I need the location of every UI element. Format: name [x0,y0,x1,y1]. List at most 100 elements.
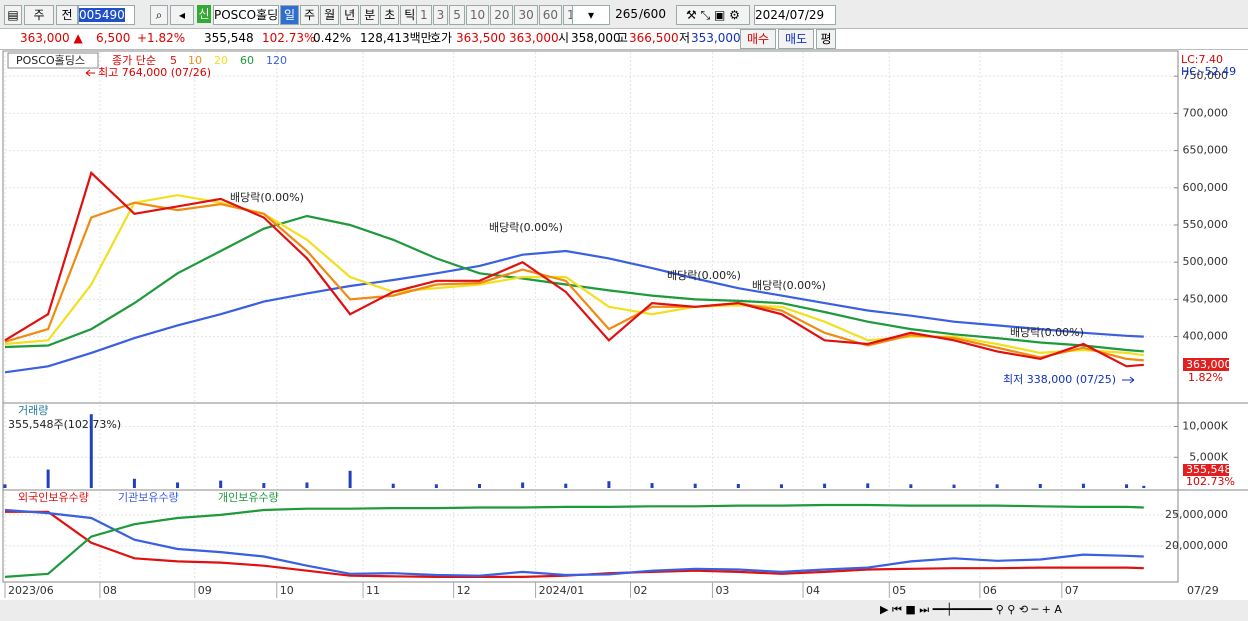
period-button[interactable]: 주 [300,5,320,25]
legend-entry: 5 [170,54,177,67]
sound-icon[interactable]: ◂ [170,5,194,25]
period-button[interactable]: 분 [360,5,380,25]
menu-icon[interactable]: ▤ [4,5,22,25]
last-volume: 355,548 [1186,463,1232,476]
volume-bar [46,469,50,488]
x-tick-label: 03 [715,584,729,597]
interval-button[interactable]: 3 [432,5,449,25]
y-tick-label: 550,000 [1183,218,1229,231]
scope-button[interactable]: 전 [56,5,78,25]
series-line [4,508,1144,577]
legend-entry: 60 [240,54,254,67]
legend-entry: 120 [266,54,287,67]
turnover: 0.42% [313,31,352,45]
legend-subtitle: 종가 단순 [112,54,156,67]
y-tick-label: 500,000 [1183,255,1229,268]
volume-bar [391,483,395,488]
date-input[interactable]: 2024/07/29 [754,5,836,25]
y-tick-label: 700,000 [1183,106,1229,119]
info-bar: 363,000 ▲ 6,500 +1.82% 355,548 102.73% 0… [0,28,1248,50]
interval-button[interactable]: 1 [416,5,432,25]
change: 6,500 [96,31,131,45]
annotation: 배당락(0.00%) [489,221,563,234]
arrow [1122,376,1135,384]
interval-group: 13510203060120 [416,5,595,25]
series-line [4,194,1144,357]
period-button[interactable]: 월 [320,5,340,25]
tool-icons[interactable]: ⚒ ⤡ ▣ ⚙ [676,5,750,25]
search-icon[interactable]: ⌕ [150,5,168,25]
volume-bar [219,480,223,488]
quote-label: 호가 [430,31,453,45]
bid: 363,000 [509,31,559,45]
x-tick-label: 10 [280,584,294,597]
avg-button[interactable]: 평 [816,29,836,49]
max-count: /600 [639,7,666,21]
volume-bar [305,482,309,488]
annotation: 배당락(0.00%) [752,279,826,292]
volume-bar [607,481,611,488]
period-button[interactable]: 년 [340,5,360,25]
arrow [85,69,95,77]
buy-button[interactable]: 매수 [740,29,776,49]
volume-bar [1081,483,1085,488]
interval-button[interactable]: 5 [449,5,465,25]
code-input[interactable]: 005490 [78,5,135,25]
volume-ratio: 102.73% [262,31,316,45]
y-tick-label: 10,000K [1182,420,1228,433]
series-line [4,503,1144,578]
annotation: 최저 338,000 (07/25) [1003,373,1116,386]
y-tick-label: 400,000 [1183,330,1229,343]
volume-bar [132,478,136,488]
x-tick-label: 08 [103,584,117,597]
interval-button[interactable]: 60 [538,5,563,25]
series-line [4,214,1144,353]
last-volume-ratio: 102.73% [1186,475,1235,488]
x-tick-label: 02 [633,584,647,597]
plot-frame [2,50,1179,583]
volume-bar [478,484,482,488]
volume-bar [779,484,783,488]
x-tick-label: 05 [892,584,906,597]
indicator: LC:7.40 [1181,53,1223,66]
volume-bar [1142,485,1146,488]
volume: 355,548 [204,31,254,45]
price: 363,000 ▲ [20,31,83,45]
x-tick-label: 07 [1065,584,1079,597]
count: 265 [615,7,638,21]
annotation: 배당락(0.00%) [1010,326,1084,339]
y-tick-label: 750,000 [1183,69,1229,82]
market-select[interactable]: 주 [24,5,54,25]
sell-button[interactable]: 매도 [778,29,814,49]
open-label: 시 [558,31,570,45]
change-pct: +1.82% [137,31,186,45]
period-button[interactable]: 초 [380,5,400,25]
high-label: 고 [617,31,629,45]
annotation: 배당락(0.00%) [667,269,741,282]
volume-bar [3,484,7,488]
volume-bar [176,482,180,488]
annotation: 배당락(0.00%) [230,191,304,204]
scroll-bar[interactable] [0,600,1248,621]
open: 358,000 [571,31,621,45]
dropdown[interactable]: ▾ [572,5,610,25]
period-button[interactable]: 일 [280,5,300,25]
legend-entry: 20 [214,54,228,67]
x-tick-label: 06 [983,584,997,597]
code-text: 005490 [79,8,125,22]
stock-name: POSCO홀딩스 [16,54,85,67]
low-label: 저 [679,31,691,45]
y-tick-label: 20,000,000 [1165,539,1228,552]
interval-button[interactable]: 30 [514,5,538,25]
volume-bar [89,414,93,488]
interval-button[interactable]: 10 [465,5,490,25]
series-line [4,170,1144,368]
interval-button[interactable]: 20 [490,5,514,25]
volume-bar [909,484,913,488]
end-date: 07/29 [1187,584,1219,597]
series-line [4,201,1144,362]
legend-entry: 외국인보유수량 [18,491,89,504]
chart-area: ▶ ⏮ ■ ⏭ ━━┿━━━━━━ ⚲ ⚲ ⟲ ─ + A 400,000 450… [0,50,1248,621]
